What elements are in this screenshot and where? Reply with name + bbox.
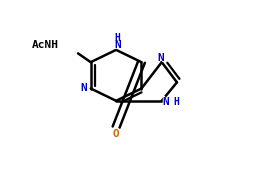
Text: H: H — [113, 32, 121, 45]
Text: N: N — [156, 51, 164, 65]
Text: H: H — [172, 95, 180, 108]
Text: AcNH: AcNH — [28, 38, 61, 52]
Text: N: N — [80, 84, 87, 93]
Text: O: O — [112, 127, 120, 141]
Text: H: H — [114, 33, 120, 43]
Text: N: N — [161, 95, 169, 109]
Text: N: N — [114, 41, 120, 50]
Text: N: N — [162, 97, 168, 107]
Text: H: H — [173, 97, 179, 107]
Text: N: N — [79, 81, 87, 96]
Text: N: N — [113, 38, 121, 52]
Text: O: O — [112, 129, 119, 139]
Text: N: N — [156, 53, 163, 63]
Text: AcNH: AcNH — [31, 40, 58, 50]
